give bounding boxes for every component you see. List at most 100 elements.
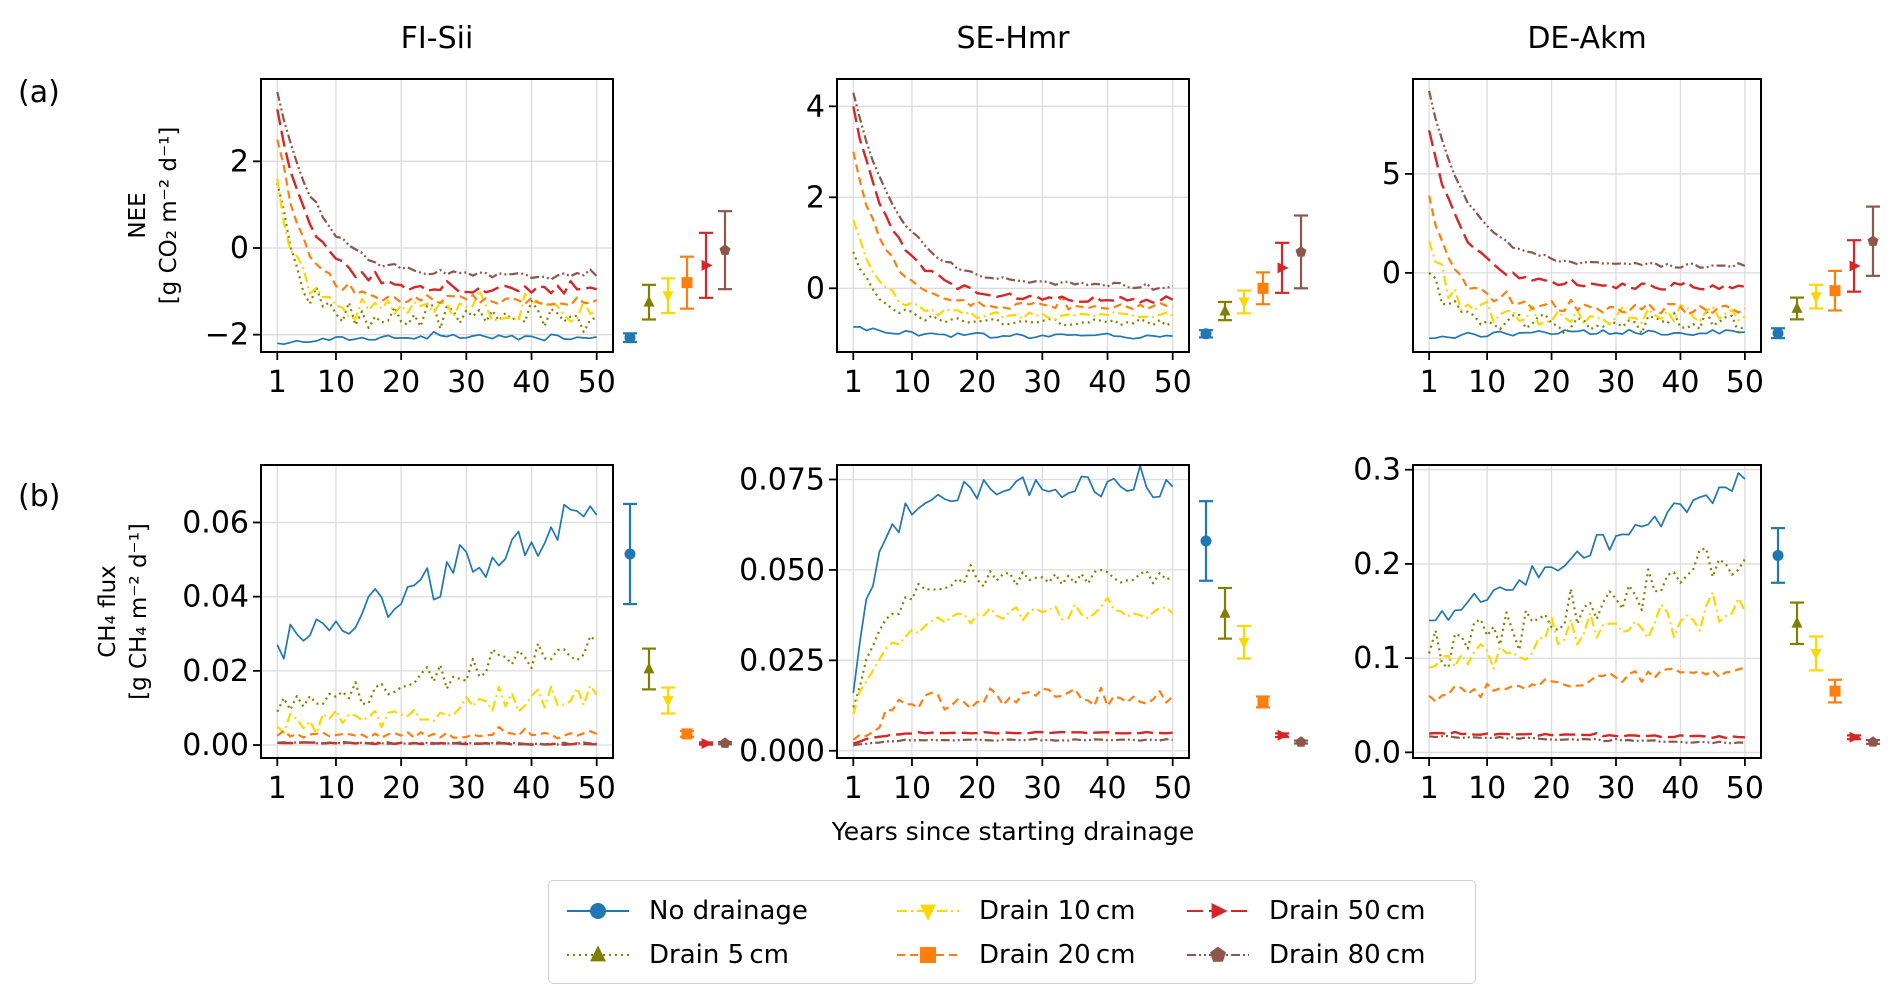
y-tick-label: 0 — [230, 231, 249, 266]
series-line-none — [1429, 328, 1745, 340]
error-bar-d50 — [1275, 241, 1289, 294]
legend-label: Drain 5 cm — [649, 940, 789, 970]
legend-marker — [920, 904, 936, 921]
x-tick-label: 50 — [1154, 771, 1192, 806]
y-tick-label: 0 — [1382, 256, 1401, 291]
series-line-d50 — [852, 106, 1174, 304]
legend-label: Drain 10 cm — [979, 896, 1136, 926]
error-bar-marker-triangle-right — [1277, 729, 1289, 741]
series-line-d20 — [852, 686, 1174, 741]
error-bar-marker-circle — [624, 548, 636, 560]
legend-marker-pentagon-icon — [1187, 946, 1249, 962]
series-line-d50 — [852, 730, 1173, 745]
error-bar-d5 — [642, 647, 656, 691]
x-tick-label: 20 — [382, 365, 420, 400]
legend-marker — [590, 945, 606, 962]
legend-label: No drainage — [649, 896, 808, 926]
error-bar-d5 — [1790, 296, 1804, 321]
series-line-d80 — [277, 741, 597, 746]
series-line-d10 — [276, 178, 598, 323]
legend-marker-triangle-right-icon — [1187, 903, 1249, 919]
series-line-d10 — [852, 596, 1174, 715]
error-bar-d10 — [1237, 289, 1251, 315]
x-tick-label: 20 — [958, 365, 996, 400]
y-tick-label: 2 — [230, 144, 249, 179]
error-bar-marker-pentagon — [1867, 736, 1879, 747]
error-bar-marker-pentagon — [1295, 246, 1307, 257]
error-bar-marker-triangle-right — [1277, 262, 1289, 274]
x-tick-label: 1 — [844, 771, 863, 806]
x-tick-label: 50 — [1726, 365, 1764, 400]
error-bar-marker-circle — [1772, 549, 1784, 561]
error-bar-none — [623, 502, 637, 606]
x-tick-label: 20 — [958, 771, 996, 806]
error-bar-marker-square — [1829, 685, 1841, 697]
error-bar-d5 — [642, 283, 656, 321]
panel-b-2: 1 10 20 30 40 50 0.0 0.1 0.2 0.3 — [1353, 453, 1880, 806]
legend-marker-triangle-up-icon — [567, 945, 629, 962]
x-tick-label: 40 — [1088, 365, 1126, 400]
x-tick-label: 1 — [1420, 771, 1439, 806]
legend-marker — [590, 903, 606, 919]
x-tick-label: 10 — [1468, 771, 1506, 806]
error-bar-marker-triangle-up — [1219, 606, 1231, 618]
row-label-b: (b) — [18, 479, 60, 514]
x-tick-label: 30 — [1023, 771, 1061, 806]
error-bar-marker-circle — [1200, 535, 1212, 547]
error-bar-marker-pentagon — [1867, 235, 1879, 246]
x-tick-label: 50 — [578, 771, 616, 806]
legend-item-drain-80cm: Drain 80 cm — [1185, 935, 1426, 975]
y-tick-label: 0.04 — [182, 580, 249, 615]
error-bar-none — [1771, 327, 1785, 340]
series-line-d10 — [1428, 240, 1746, 326]
error-bar-d80 — [718, 737, 732, 748]
series-line-none — [276, 503, 598, 660]
y-tick-label: 0.075 — [739, 462, 825, 497]
x-tick-label: 40 — [1661, 771, 1699, 806]
error-bar-marker-triangle-down — [662, 291, 674, 303]
legend-marker — [920, 947, 936, 963]
error-bar-d5 — [1218, 586, 1232, 640]
error-bar-marker-square — [1257, 282, 1269, 294]
series-line-d20 — [852, 151, 1173, 311]
series-line-d10 — [1428, 591, 1746, 670]
legend-label: Drain 80 cm — [1269, 940, 1426, 970]
error-bar-marker-triangle-up — [1791, 301, 1803, 313]
error-bar-d20 — [680, 255, 694, 310]
y-tick-label: 0.00 — [182, 728, 249, 763]
x-tick-label: 20 — [382, 771, 420, 806]
x-tick-label: 30 — [1023, 365, 1061, 400]
error-bar-d10 — [1809, 283, 1823, 310]
x-tick-label: 30 — [1597, 771, 1635, 806]
series-line-d5 — [852, 564, 1174, 708]
legend-marker — [1210, 946, 1226, 962]
series-line-d10 — [852, 219, 1174, 321]
y-tick-label: 2 — [806, 180, 825, 215]
axes-frame — [1412, 464, 1762, 759]
series-line-d5 — [276, 635, 598, 713]
y-axis-label-line2: [g CO₂ m⁻² d⁻¹] — [156, 127, 182, 305]
x-tick-label: 1 — [268, 365, 287, 400]
legend-item-drain-50cm: Drain 50 cm — [1185, 891, 1426, 931]
series-line-d80 — [1428, 90, 1746, 269]
y-axis-label-line2: [g CH₄ m⁻² d⁻¹] — [126, 523, 152, 700]
legend-marker — [1211, 903, 1228, 919]
error-bar-d20 — [1256, 695, 1270, 709]
legend-marker-square-icon — [897, 947, 959, 963]
x-tick-label: 20 — [1532, 771, 1570, 806]
error-bar-d50 — [1847, 731, 1861, 743]
series-line-d10 — [276, 684, 598, 735]
x-tick-label: 30 — [447, 365, 485, 400]
axes-frame — [836, 78, 1190, 353]
legend-label: Drain 50 cm — [1269, 896, 1426, 926]
y-tick-label: 4 — [806, 89, 825, 124]
series-line-d80 — [853, 737, 1173, 747]
series-line-d80 — [276, 91, 598, 281]
error-bar-d20 — [680, 728, 694, 740]
error-bar-marker-circle — [624, 332, 636, 344]
series-line-d5 — [1428, 272, 1746, 335]
x-tick-label: 10 — [1468, 365, 1506, 400]
error-bar-marker-triangle-down — [1810, 292, 1822, 304]
series-line-none — [277, 330, 597, 346]
error-bar-marker-square — [681, 277, 693, 289]
